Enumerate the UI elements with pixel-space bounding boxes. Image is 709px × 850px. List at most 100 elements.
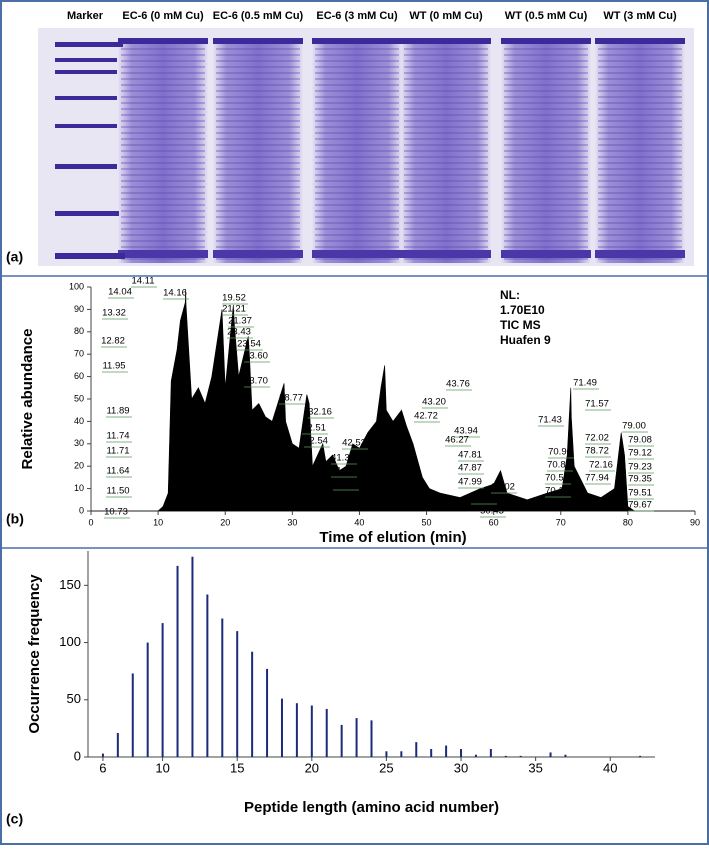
- panel-label: (a): [6, 249, 23, 265]
- x-tick-label: 30: [287, 517, 297, 527]
- peak-label: 43.20: [422, 397, 446, 408]
- bar: [266, 668, 269, 757]
- peak-label: 23.54: [237, 339, 261, 350]
- bar: [191, 556, 194, 757]
- bar: [564, 754, 567, 757]
- peak-label: 47.99: [458, 477, 482, 488]
- y-axis-label: Occurrence frequency: [26, 574, 43, 734]
- y-tick-label: 100: [59, 634, 81, 649]
- y-tick-label: 20: [74, 461, 84, 471]
- x-tick-label: 15: [230, 760, 244, 775]
- bar: [340, 724, 343, 757]
- peak-label: 12.82: [101, 336, 125, 347]
- bar: [370, 720, 373, 757]
- gel-top: [118, 38, 208, 44]
- peak-label: 23.60: [244, 351, 268, 362]
- gel-bands: [315, 40, 399, 262]
- y-tick-label: 60: [74, 371, 84, 381]
- bar: [519, 755, 522, 757]
- bar: [280, 698, 283, 757]
- x-tick-label: 10: [155, 760, 169, 775]
- peak-label: 79.00: [622, 421, 646, 432]
- lane-label: Marker: [67, 10, 104, 22]
- gel-top: [312, 38, 402, 44]
- peak-label: 41.32: [331, 453, 355, 464]
- peak-label: 72.16: [589, 460, 613, 471]
- peak-label: 14.11: [131, 276, 154, 287]
- bar: [639, 755, 642, 757]
- gel-bottom: [501, 250, 591, 258]
- peak-label: 28.77: [279, 393, 303, 404]
- bar: [310, 705, 313, 757]
- peak-label: 42.72: [414, 411, 438, 422]
- x-tick-label: 50: [422, 517, 432, 527]
- bar: [176, 565, 179, 757]
- peak-label: 11.95: [102, 361, 125, 372]
- peak-label: 70.19: [545, 486, 569, 497]
- gel-top: [213, 38, 303, 44]
- peak-label: 50.43: [480, 506, 504, 517]
- bar: [355, 718, 358, 757]
- peak-label: 79.23: [628, 462, 652, 473]
- y-tick-label: 10: [74, 483, 84, 493]
- peak-label: 23.43: [227, 327, 251, 338]
- bar: [116, 732, 119, 757]
- peak-label: 79.08: [628, 435, 652, 446]
- gel-bottom: [312, 250, 402, 258]
- peak-label: 43.94: [454, 426, 478, 437]
- bar: [400, 751, 403, 757]
- gel-bands: [121, 40, 205, 262]
- gel-bands: [504, 40, 588, 262]
- gel-bottom: [595, 250, 685, 258]
- peak-label: 32.54: [304, 436, 328, 447]
- peak-label: 11.64: [106, 466, 129, 477]
- y-tick-label: 30: [74, 438, 84, 448]
- bar: [489, 748, 492, 757]
- gel-bottom: [401, 250, 491, 258]
- bar: [385, 751, 388, 757]
- peak-label: 78.72: [585, 446, 609, 457]
- gel-top: [595, 38, 685, 44]
- gel-top: [501, 38, 591, 44]
- peak-label: 47.81: [458, 450, 482, 461]
- peak-label: 71.43: [538, 415, 562, 426]
- bar: [430, 748, 433, 757]
- x-tick-label: 6: [99, 760, 106, 775]
- chromatogram: [91, 289, 695, 512]
- gel-bands: [404, 40, 488, 262]
- y-tick-label: 0: [79, 505, 84, 515]
- lane-label: EC-6 (3 mM Cu): [316, 10, 398, 22]
- peak-label: 41.25: [331, 466, 355, 477]
- gel-bottom: [213, 250, 303, 258]
- x-tick-label: 30: [454, 760, 468, 775]
- peak-label: 34.54: [333, 479, 357, 490]
- panel-label: (c): [6, 811, 23, 827]
- lane-label: WT (0.5 mM Cu): [505, 10, 588, 22]
- peak-label: 47.87: [458, 463, 482, 474]
- peak-label: 11.50: [106, 486, 129, 497]
- x-tick-label: 10: [153, 517, 163, 527]
- x-tick-label: 60: [489, 517, 499, 527]
- x-tick-label: 70: [556, 517, 566, 527]
- x-tick-label: 80: [623, 517, 633, 527]
- peak-label: 79.35: [628, 474, 652, 485]
- peak-label: 14.16: [163, 288, 187, 299]
- gel-bands: [216, 40, 300, 262]
- y-tick-label: 90: [74, 304, 84, 314]
- bar: [206, 594, 209, 757]
- peak-label: 21.21: [222, 304, 246, 315]
- peak-label: 46.27: [445, 435, 469, 446]
- bar: [221, 618, 224, 757]
- bar: [146, 642, 149, 757]
- peak-label: 71.49: [573, 378, 597, 389]
- panel-label: (b): [6, 511, 24, 527]
- bar: [474, 754, 477, 757]
- y-axis-label: Relative abundance: [19, 329, 36, 470]
- x-tick-label: 35: [528, 760, 542, 775]
- bar: [504, 755, 507, 757]
- y-tick-label: 80: [74, 326, 84, 336]
- lane-label: WT (3 mM Cu): [603, 10, 677, 22]
- x-tick-label: 20: [220, 517, 230, 527]
